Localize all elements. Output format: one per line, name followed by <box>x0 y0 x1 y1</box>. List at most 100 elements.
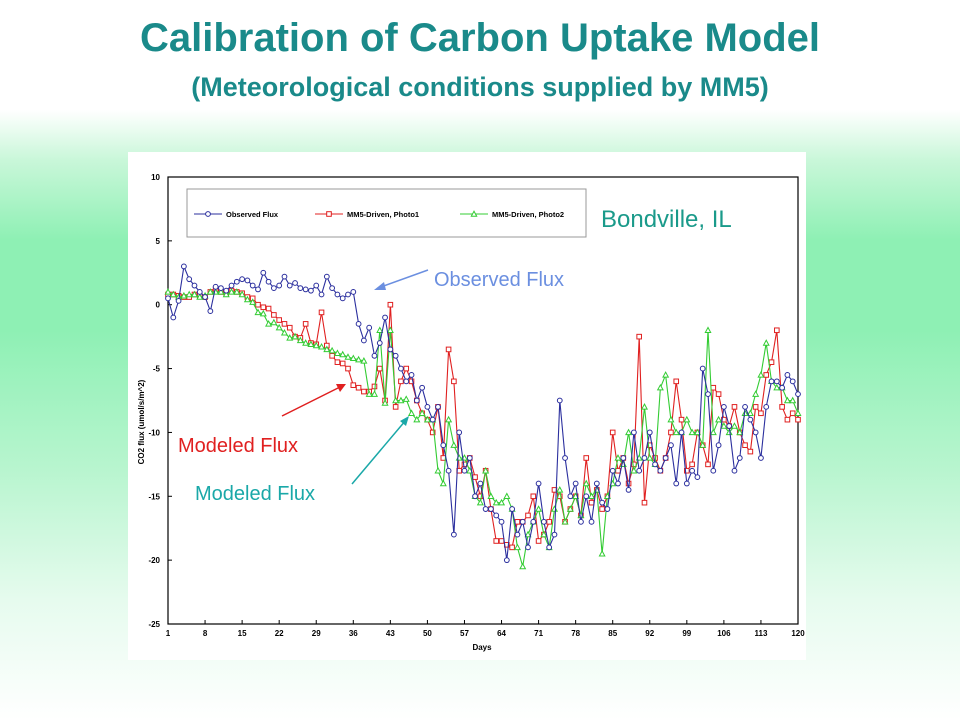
data-point <box>366 324 373 331</box>
x-tick-label: 106 <box>717 629 731 638</box>
data-point <box>678 429 685 436</box>
legend-marker <box>326 211 332 217</box>
data-point <box>376 326 384 333</box>
data-point <box>662 455 669 461</box>
data-point <box>525 512 531 519</box>
data-point <box>741 409 749 416</box>
data-point <box>535 505 543 512</box>
data-point <box>535 538 542 544</box>
data-point <box>726 423 733 429</box>
data-point <box>630 429 637 436</box>
data-point <box>466 455 473 461</box>
data-point <box>720 422 728 429</box>
data-point <box>652 461 658 468</box>
data-point <box>784 416 791 423</box>
data-point <box>350 382 357 388</box>
data-point <box>180 263 187 270</box>
data-point <box>451 378 457 385</box>
data-point <box>684 467 690 474</box>
data-point <box>609 467 616 474</box>
x-tick-label: 57 <box>460 629 469 638</box>
x-tick-label: 50 <box>423 629 432 638</box>
data-point <box>482 466 490 474</box>
data-point <box>742 442 748 448</box>
data-point <box>572 480 579 487</box>
data-point <box>578 518 584 525</box>
plot-area <box>167 176 799 625</box>
data-point <box>360 357 368 364</box>
legend-label: MM5-Driven, Photo2 <box>492 210 564 219</box>
data-point <box>370 390 379 397</box>
data-point <box>795 391 801 398</box>
data-point <box>615 467 621 474</box>
data-point <box>423 415 431 423</box>
data-point <box>392 404 399 410</box>
data-point <box>493 512 500 519</box>
data-point <box>614 454 622 461</box>
data-point <box>185 290 193 298</box>
data-point <box>540 518 547 525</box>
data-point <box>551 531 558 538</box>
data-point <box>345 365 351 372</box>
x-tick-label: 99 <box>682 629 691 638</box>
data-point <box>445 467 452 474</box>
data-point <box>323 345 331 353</box>
data-point <box>397 396 405 404</box>
data-point <box>238 290 246 298</box>
y-tick-label: 5 <box>156 237 161 246</box>
data-point <box>620 455 627 461</box>
y-tick-label: 0 <box>156 301 161 310</box>
data-point <box>386 326 394 333</box>
data-point <box>445 415 453 423</box>
data-point <box>673 378 680 385</box>
x-tick-label: 120 <box>791 629 805 638</box>
data-point <box>260 304 267 311</box>
data-point <box>789 410 796 417</box>
data-point <box>715 415 723 423</box>
data-point <box>345 291 351 298</box>
data-point <box>488 506 494 512</box>
data-point <box>742 403 748 410</box>
data-point <box>546 544 553 551</box>
data-point <box>583 455 590 461</box>
data-point <box>323 273 330 280</box>
data-point <box>509 544 515 551</box>
data-point <box>439 479 447 487</box>
data-point <box>170 314 177 321</box>
data-point <box>312 341 320 349</box>
data-point <box>434 466 442 474</box>
data-point <box>318 309 325 316</box>
data-point <box>604 506 611 512</box>
y-tick-label: -20 <box>148 556 160 565</box>
data-point <box>344 353 352 360</box>
data-point <box>227 288 236 295</box>
data-point <box>381 399 389 406</box>
data-point <box>640 403 649 410</box>
data-point <box>556 486 564 493</box>
x-tick-label: 85 <box>608 629 617 638</box>
data-point <box>657 467 664 474</box>
data-point <box>217 288 225 295</box>
data-point <box>407 409 416 416</box>
data-point <box>265 305 272 312</box>
data-point <box>186 276 193 283</box>
data-point <box>513 543 521 551</box>
data-point <box>710 467 717 474</box>
data-point <box>445 346 452 353</box>
data-point <box>281 273 288 280</box>
data-point <box>556 397 563 404</box>
data-point <box>296 336 304 344</box>
data-point <box>599 506 605 512</box>
data-point <box>424 403 431 410</box>
data-point <box>731 467 738 474</box>
data-point <box>180 291 188 299</box>
data-point <box>286 282 293 289</box>
data-point <box>646 429 653 436</box>
data-point <box>730 422 739 429</box>
site-label: Bondville, IL <box>601 206 732 233</box>
page-title: Calibration of Carbon Uptake Model <box>139 16 821 60</box>
data-point <box>768 359 775 365</box>
data-point <box>668 442 674 449</box>
data-point <box>339 295 346 302</box>
